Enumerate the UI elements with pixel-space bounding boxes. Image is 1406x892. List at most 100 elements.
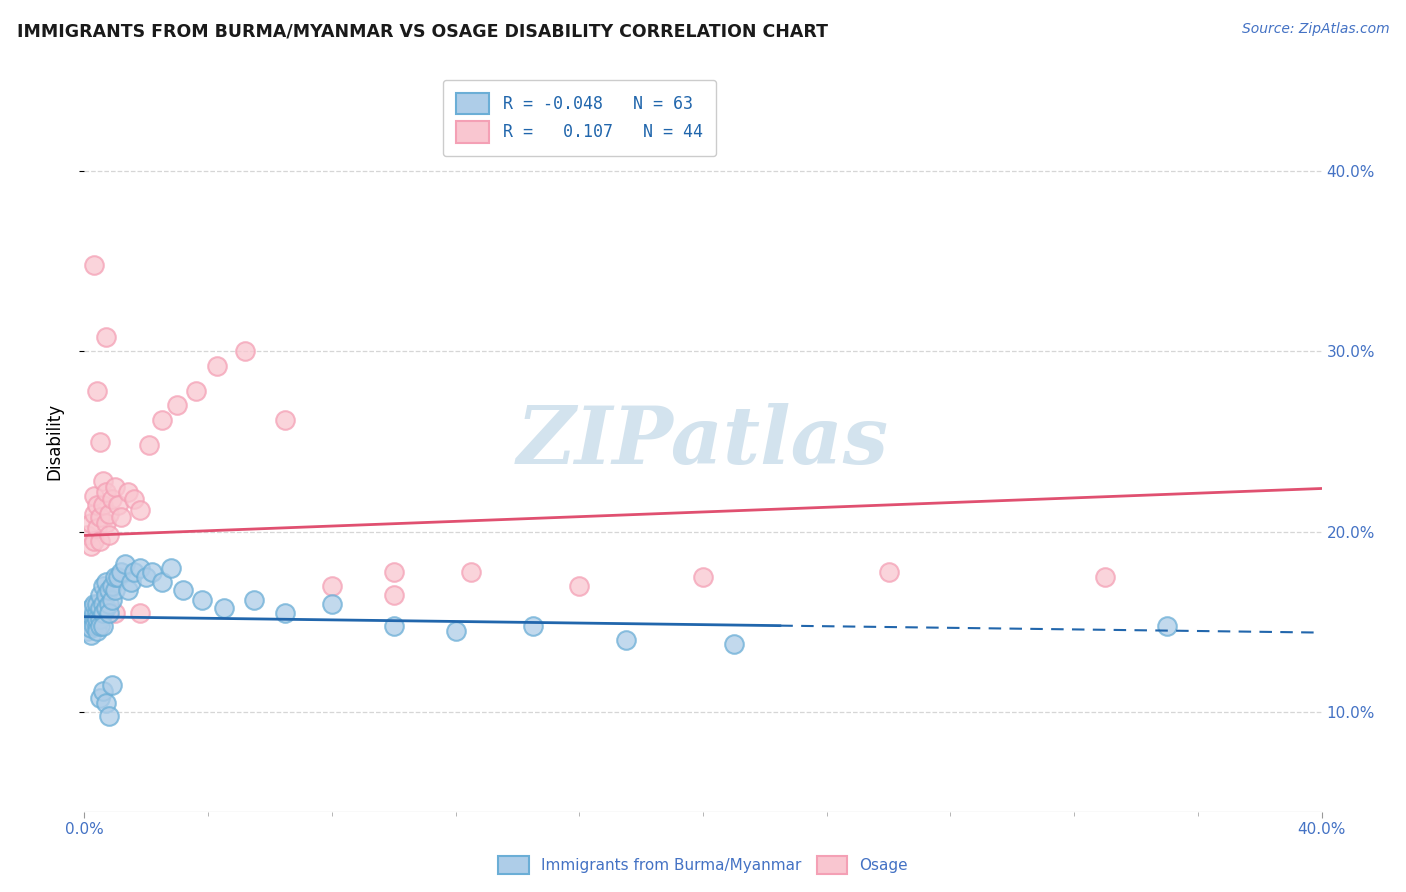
- Point: [89, 588, 111, 602]
- Point: [114, 558, 136, 572]
- Text: ZIPatlas: ZIPatlas: [517, 403, 889, 480]
- Point: [91, 597, 114, 611]
- Point: [101, 593, 124, 607]
- Point: [129, 606, 152, 620]
- Point: [86, 498, 108, 512]
- Point: [207, 359, 229, 373]
- Point: [117, 485, 139, 500]
- Point: [191, 593, 214, 607]
- Point: [101, 678, 124, 692]
- Point: [86, 521, 108, 535]
- Point: [79, 600, 101, 615]
- Point: [76, 615, 98, 629]
- Point: [321, 597, 343, 611]
- Legend: Immigrants from Burma/Myanmar, Osage: Immigrants from Burma/Myanmar, Osage: [492, 850, 914, 880]
- Point: [98, 597, 121, 611]
- Point: [184, 384, 207, 398]
- Point: [86, 611, 108, 625]
- Point: [79, 621, 101, 635]
- Point: [94, 697, 117, 711]
- Point: [692, 570, 714, 584]
- Point: [104, 480, 127, 494]
- Point: [86, 384, 108, 398]
- Point: [83, 489, 105, 503]
- Point: [94, 575, 117, 590]
- Point: [141, 565, 163, 579]
- Point: [110, 565, 132, 579]
- Point: [877, 565, 900, 579]
- Point: [460, 565, 482, 579]
- Point: [110, 510, 132, 524]
- Point: [274, 606, 297, 620]
- Point: [91, 475, 114, 489]
- Point: [91, 683, 114, 698]
- Point: [382, 618, 405, 632]
- Point: [104, 582, 127, 597]
- Point: [104, 570, 127, 584]
- Point: [321, 579, 343, 593]
- Legend: R = -0.048   N = 63, R =   0.107   N = 44: R = -0.048 N = 63, R = 0.107 N = 44: [443, 79, 716, 156]
- Text: Source: ZipAtlas.com: Source: ZipAtlas.com: [1241, 22, 1389, 37]
- Point: [122, 565, 145, 579]
- Point: [83, 618, 105, 632]
- Point: [83, 606, 105, 620]
- Point: [86, 618, 108, 632]
- Point: [76, 624, 98, 639]
- Point: [89, 434, 111, 449]
- Point: [89, 618, 111, 632]
- Point: [76, 528, 98, 542]
- Point: [135, 570, 157, 584]
- Point: [107, 570, 129, 584]
- Point: [94, 588, 117, 602]
- Point: [83, 597, 105, 611]
- Point: [212, 600, 235, 615]
- Point: [98, 709, 121, 723]
- Point: [243, 593, 266, 607]
- Y-axis label: Disability: Disability: [45, 403, 63, 480]
- Point: [150, 413, 173, 427]
- Point: [166, 399, 188, 413]
- Point: [1094, 570, 1116, 584]
- Point: [76, 618, 98, 632]
- Point: [98, 582, 121, 597]
- Point: [444, 624, 467, 639]
- Point: [83, 258, 105, 272]
- Point: [86, 606, 108, 620]
- Point: [83, 507, 105, 521]
- Point: [91, 498, 114, 512]
- Point: [94, 600, 117, 615]
- Point: [86, 624, 108, 639]
- Point: [76, 606, 98, 620]
- Point: [79, 611, 101, 625]
- Point: [94, 330, 117, 344]
- Point: [101, 579, 124, 593]
- Point: [138, 438, 160, 452]
- Point: [98, 528, 121, 542]
- Point: [382, 565, 405, 579]
- Point: [89, 690, 111, 705]
- Point: [120, 575, 142, 590]
- Point: [101, 492, 124, 507]
- Point: [94, 516, 117, 530]
- Point: [150, 575, 173, 590]
- Point: [94, 485, 117, 500]
- Point: [79, 628, 101, 642]
- Point: [107, 498, 129, 512]
- Point: [83, 533, 105, 548]
- Text: IMMIGRANTS FROM BURMA/MYANMAR VS OSAGE DISABILITY CORRELATION CHART: IMMIGRANTS FROM BURMA/MYANMAR VS OSAGE D…: [17, 22, 828, 40]
- Point: [522, 618, 544, 632]
- Point: [83, 611, 105, 625]
- Point: [382, 588, 405, 602]
- Point: [91, 606, 114, 620]
- Point: [86, 597, 108, 611]
- Point: [129, 561, 152, 575]
- Point: [89, 533, 111, 548]
- Point: [233, 344, 256, 359]
- Point: [568, 579, 591, 593]
- Point: [79, 516, 101, 530]
- Point: [98, 507, 121, 521]
- Point: [172, 582, 194, 597]
- Point: [122, 492, 145, 507]
- Point: [91, 579, 114, 593]
- Point: [117, 582, 139, 597]
